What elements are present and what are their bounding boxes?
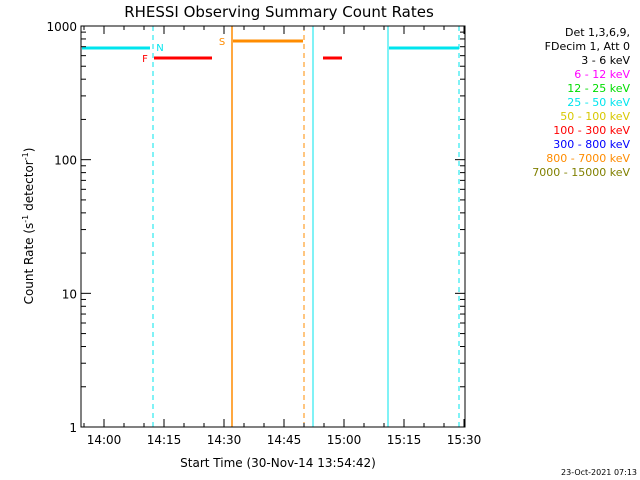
y-axis-label-part1: Count Rate (s (22, 223, 36, 305)
y-tick-label-3: 1000 (46, 20, 77, 34)
x-tick-label-3: 14:45 (267, 433, 302, 447)
y-axis-label-sup1: -1 (21, 215, 30, 223)
axis-ticks: 14:00 14:15 14:30 14:45 15:00 15:15 15:30 1 10 10… (46, 20, 481, 447)
x-tick-label-4: 15:00 (327, 433, 362, 447)
y-axis-label-part3: ) (22, 148, 36, 153)
flag-letter-s: S (219, 37, 225, 48)
y-tick-label-1: 10 (62, 287, 77, 301)
legend-entry-0: 3 - 6 keV (581, 54, 630, 67)
plot-frame (80, 25, 466, 428)
flags-layer: NF S (82, 37, 459, 65)
y-axis-label-sup2: -1 (21, 152, 30, 160)
legend-entry-3: 25 - 50 keV (567, 96, 630, 109)
flag-letter-f: F (142, 54, 148, 65)
legend-entry-8: 7000 - 15000 keV (532, 166, 630, 179)
legend-entry-5: 100 - 300 keV (553, 124, 630, 137)
x-tick-label-5: 15:15 (387, 433, 422, 447)
legend-entry-7: 800 - 7000 keV (546, 152, 630, 165)
y-axis-label-part2: detector (22, 160, 36, 215)
event-bands (152, 26, 460, 427)
x-tick-label-2: 14:30 (207, 433, 242, 447)
flag-letter-n: N (156, 43, 163, 54)
legend-header-0: Det 1,3,6,9, (565, 26, 630, 39)
legend-entry-1: 6 - 12 keV (574, 68, 630, 81)
legend-entry-4: 50 - 100 keV (560, 110, 630, 123)
y-tick-label-0: 1 (69, 421, 77, 435)
x-tick-label-6: 15:30 (447, 433, 482, 447)
y-tick-label-2: 100 (54, 154, 77, 168)
timestamp: 23-Oct-2021 07:13 (561, 468, 637, 477)
x-tick-label-1: 14:15 (147, 433, 182, 447)
y-axis-label: Count Rate (s-1 detector-1) (21, 148, 36, 305)
chart-title: RHESSI Observing Summary Count Rates (124, 3, 434, 21)
x-tick-label-0: 14:00 (87, 433, 122, 447)
x-axis-label: Start Time (30-Nov-14 13:54:42) (180, 456, 376, 470)
legend-entry-6: 300 - 800 keV (553, 138, 630, 151)
legend-header-1: FDecim 1, Att 0 (545, 40, 630, 53)
legend-entry-2: 12 - 25 keV (567, 82, 630, 95)
